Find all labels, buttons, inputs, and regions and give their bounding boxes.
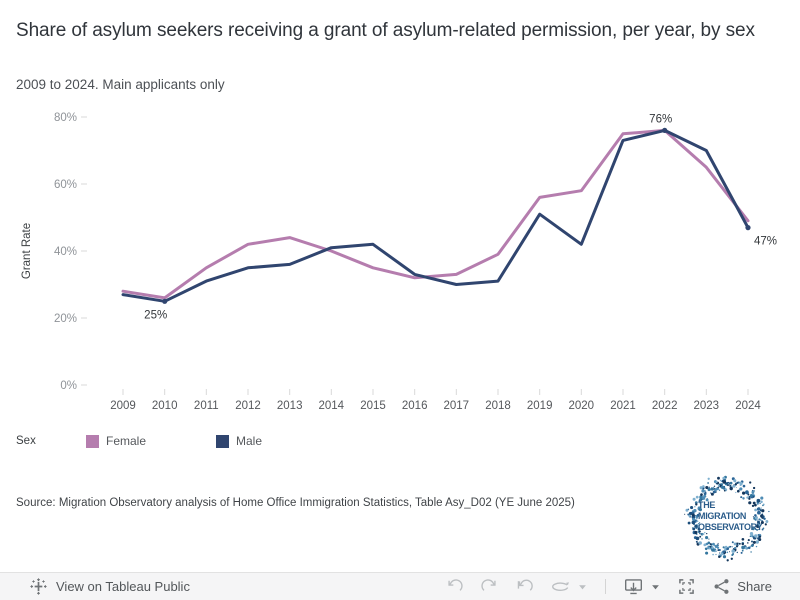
- caret-down-icon: [579, 584, 587, 589]
- fullscreen-button[interactable]: [678, 578, 695, 595]
- female-line[interactable]: [121, 128, 750, 300]
- male-line[interactable]: [121, 128, 750, 303]
- annotation-label: 76%: [649, 113, 672, 125]
- reset-icon: [518, 579, 534, 591]
- x-axis-tick-label: 2019: [527, 400, 553, 412]
- logo-text: THE MIGRATION OBSERVATORY: [698, 500, 763, 532]
- x-axis-tick-label: 2009: [110, 400, 136, 412]
- x-axis-tick-label: 2018: [485, 400, 511, 412]
- x-axis-tick-label: 2015: [360, 400, 386, 412]
- annotation-dot: [162, 298, 168, 304]
- refresh-icon: [552, 582, 570, 591]
- annotation-label: 25%: [144, 309, 167, 321]
- migration-observatory-logo: THE MIGRATION OBSERVATORY: [683, 474, 771, 562]
- caret-down-icon: [652, 584, 660, 589]
- refresh-button[interactable]: [551, 578, 570, 595]
- tableau-toolbar: View on Tableau Public: [0, 572, 800, 600]
- source-note: Source: Migration Observatory analysis o…: [16, 497, 575, 509]
- annotation-dot: [745, 225, 751, 231]
- legend-title: Sex: [16, 435, 36, 447]
- x-axis-tick-label: 2014: [319, 400, 345, 412]
- y-axis-tick-label: 0%: [60, 380, 77, 392]
- line-chart-area[interactable]: 0% 20% 40% 60% 80% 2009 2010 2011 2012 2013 2014 20…: [0, 0, 800, 428]
- reset-button[interactable]: [516, 578, 534, 595]
- redo-icon: [481, 579, 496, 591]
- download-caret-button[interactable]: [651, 583, 660, 591]
- y-axis-tick-label: 80%: [54, 112, 77, 124]
- download-button[interactable]: [624, 578, 643, 595]
- x-axis-tick-label: 2022: [652, 400, 678, 412]
- toolbar-separator: [605, 579, 607, 594]
- x-axis-tick-label: 2020: [569, 400, 595, 412]
- male-swatch: [216, 434, 229, 448]
- view-on-tableau-label: View on Tableau Public: [56, 579, 190, 594]
- x-axis-tick-label: 2024: [735, 400, 761, 412]
- download-icon: [625, 579, 643, 595]
- share-label: Share: [737, 579, 772, 594]
- y-axis-tick-label: 60%: [54, 179, 77, 191]
- x-axis-tick-label: 2010: [152, 400, 178, 412]
- chart-title: Share of asylum seekers receiving a gran…: [16, 20, 755, 41]
- undo-icon: [448, 579, 463, 591]
- share-icon: [714, 579, 729, 594]
- legend-item-label: Male: [236, 434, 263, 448]
- y-axis-tick-label: 20%: [54, 313, 77, 325]
- annotation-dot: [662, 127, 668, 133]
- x-axis-tick-label: 2021: [610, 400, 636, 412]
- x-axis-tick-label: 2013: [277, 400, 303, 412]
- share-button[interactable]: Share: [713, 578, 772, 595]
- fullscreen-icon: [679, 579, 695, 594]
- y-axis-title: Grant Rate: [21, 223, 33, 279]
- redo-button[interactable]: [481, 578, 498, 595]
- x-axis-tick-label: 2012: [235, 400, 261, 412]
- female-swatch: [86, 434, 99, 448]
- refresh-caret-button[interactable]: [578, 583, 587, 591]
- annotation-label: 47%: [754, 236, 777, 248]
- legend: Sex Female Male: [0, 430, 800, 452]
- legend-item-male[interactable]: Male: [216, 433, 262, 449]
- undo-button[interactable]: [446, 578, 463, 595]
- tableau-logo-icon: [30, 578, 47, 595]
- legend-item-label: Female: [106, 434, 147, 448]
- logo-speckle-ring-icon: [684, 475, 770, 562]
- x-axis-tick-label: 2016: [402, 400, 428, 412]
- view-on-tableau-link[interactable]: View on Tableau Public: [30, 578, 190, 595]
- x-axis-tick-label: 2017: [444, 400, 470, 412]
- x-axis-tick-label: 2023: [694, 400, 720, 412]
- x-axis-tick-label: 2011: [194, 400, 219, 412]
- y-axis-tick-label: 40%: [54, 246, 77, 258]
- legend-item-female[interactable]: Female: [86, 433, 146, 449]
- chart-subtitle: 2009 to 2024. Main applicants only: [16, 77, 225, 92]
